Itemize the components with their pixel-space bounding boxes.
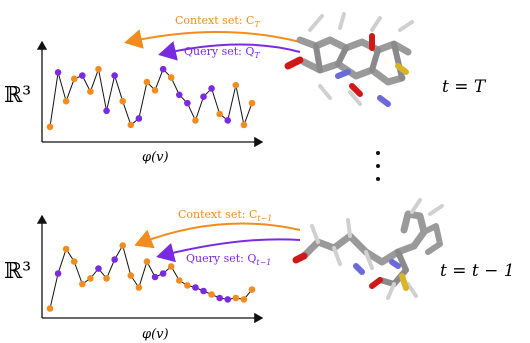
context-point: [135, 284, 143, 291]
bottom-context-arrow: [134, 222, 301, 249]
query-point: [200, 287, 207, 295]
query-point: [79, 72, 86, 79]
context-point: [70, 258, 78, 265]
query-point: [224, 117, 232, 124]
query-point: [192, 284, 199, 291]
query-point: [111, 72, 118, 79]
context-point: [62, 97, 70, 105]
query-point: [54, 270, 62, 277]
context-point: [46, 305, 54, 312]
top-panel: ℝ³ φ(v) Context set: CT Query set: QT t …: [4, 12, 487, 165]
context-point: [119, 242, 127, 249]
bottom-space-label: ℝ³: [4, 259, 31, 284]
bottom-series: [46, 242, 256, 312]
bottom-x-label: φ(v): [142, 327, 169, 342]
query-point: [103, 107, 110, 115]
context-point: [240, 121, 248, 129]
context-point: [208, 291, 215, 298]
query-point: [54, 69, 62, 76]
context-point: [103, 275, 110, 282]
query-point: [208, 85, 215, 92]
query-point: [159, 270, 167, 277]
context-point: [151, 87, 159, 94]
context-point: [87, 275, 94, 282]
query-point: [151, 273, 159, 281]
context-point: [248, 286, 256, 293]
bottom-query-label: Query set: Qt−1: [186, 252, 271, 267]
context-point: [184, 282, 191, 289]
bottom-time-label: t = t − 1: [440, 261, 515, 281]
query-point: [135, 115, 143, 122]
context-point: [143, 258, 151, 265]
query-point: [224, 296, 232, 303]
context-point: [232, 81, 240, 89]
top-context-label: Context set: CT: [175, 14, 260, 29]
context-point: [79, 280, 86, 288]
bottom-molecule: [292, 198, 444, 300]
query-point: [159, 65, 167, 73]
query-point: [111, 256, 118, 263]
top-space-label: ℝ³: [4, 83, 31, 108]
bottom-context-label: Context set: Ct−1: [178, 208, 272, 223]
context-point: [70, 75, 78, 83]
top-molecule: [284, 12, 414, 107]
context-point: [95, 65, 102, 73]
top-query-arrow: [158, 41, 301, 61]
context-point: [167, 74, 175, 81]
context-point: [232, 294, 240, 302]
bottom-panel: ℝ³ φ(v) Context set: Ct−1 Query set: Qt−…: [4, 198, 515, 342]
context-point: [127, 121, 135, 129]
context-point: [248, 99, 256, 107]
vertical-dots-icon: [376, 151, 380, 181]
query-point: [95, 265, 102, 272]
context-point: [240, 296, 248, 303]
top-query-label: Query set: QT: [184, 45, 260, 60]
context-point: [143, 78, 151, 86]
query-point: [184, 99, 191, 107]
context-point: [175, 277, 183, 284]
top-series: [46, 65, 256, 131]
context-point: [119, 97, 127, 105]
top-time-label: t = T: [442, 77, 487, 97]
top-context-arrow: [124, 29, 301, 49]
bottom-query-arrow: [156, 238, 301, 263]
query-point: [200, 93, 207, 101]
context-point: [192, 117, 199, 124]
context-point: [216, 110, 223, 118]
query-point: [216, 294, 223, 302]
context-point: [167, 263, 175, 270]
context-point: [46, 123, 54, 131]
context-point: [87, 88, 94, 95]
top-x-label: φ(v): [142, 150, 169, 165]
query-point: [175, 91, 183, 99]
context-point: [62, 245, 70, 253]
context-point: [127, 272, 135, 279]
